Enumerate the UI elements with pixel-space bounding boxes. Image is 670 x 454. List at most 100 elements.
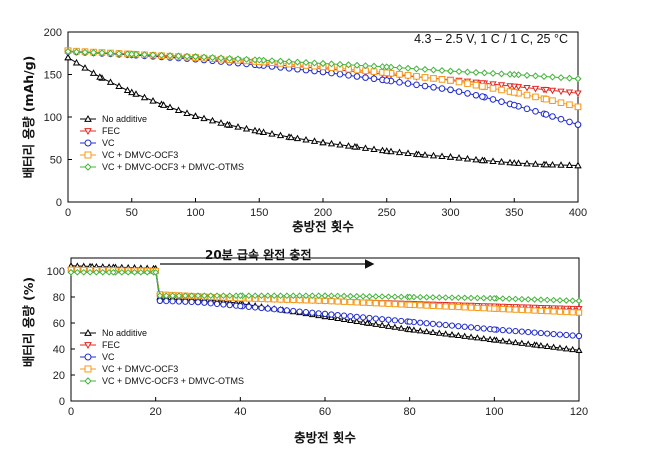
- data-point: [523, 159, 531, 167]
- data-point: [557, 88, 565, 96]
- data-point: [497, 70, 506, 78]
- data-point: [328, 311, 335, 318]
- data-point: [543, 342, 551, 349]
- data-point: [549, 97, 556, 104]
- data-point: [277, 292, 284, 300]
- data-point: [472, 81, 480, 89]
- data-point: [268, 57, 276, 65]
- data-point: [340, 292, 348, 300]
- series-fec: [67, 267, 583, 313]
- data-point: [438, 67, 446, 75]
- data-point: [404, 149, 412, 157]
- data-point: [523, 91, 531, 99]
- data-point: [118, 268, 126, 276]
- data-point: [115, 82, 123, 89]
- data-point: [96, 73, 104, 80]
- data-point: [563, 308, 570, 316]
- data-point: [565, 89, 574, 97]
- data-point: [531, 307, 538, 314]
- legend-label: VC: [102, 352, 115, 362]
- data-point: [194, 299, 202, 306]
- data-point: [347, 292, 354, 300]
- data-point: [217, 54, 225, 62]
- data-point: [438, 152, 446, 160]
- data-point: [208, 116, 217, 124]
- top-x-axis-label: 충방전 횟수: [292, 219, 354, 234]
- data-point: [220, 292, 227, 300]
- data-point: [395, 148, 404, 156]
- data-point: [436, 321, 443, 328]
- data-point: [506, 70, 514, 78]
- data-point: [404, 80, 412, 87]
- data-point: [575, 332, 583, 340]
- data-point: [474, 304, 481, 312]
- data-point: [251, 292, 259, 300]
- data-point: [498, 86, 505, 94]
- data-point: [353, 317, 361, 324]
- data-point: [549, 113, 556, 120]
- data-point: [237, 292, 244, 300]
- data-point: [557, 115, 565, 123]
- data-point: [497, 158, 506, 165]
- data-point: [467, 333, 475, 340]
- data-point: [363, 319, 371, 326]
- data-point: [523, 85, 531, 92]
- data-point: [334, 314, 342, 322]
- legend-marker: [84, 114, 92, 122]
- data-point: [430, 84, 437, 91]
- data-point: [264, 292, 272, 300]
- data-point: [149, 51, 157, 59]
- data-point: [383, 147, 391, 154]
- data-point: [302, 59, 310, 67]
- legend-label: VC + DMVC-OCF3: [102, 364, 178, 374]
- data-point: [213, 292, 221, 300]
- data-point: [162, 292, 170, 300]
- data-point: [391, 317, 398, 324]
- data-point: [152, 268, 159, 276]
- data-point: [383, 63, 391, 71]
- data-point: [461, 332, 469, 339]
- data-point: [497, 82, 506, 89]
- data-point: [276, 57, 285, 65]
- top-legend: No additive FEC VC VC + DMVC-OCF3 VC + DMVC-…: [80, 114, 244, 172]
- data-point: [542, 111, 550, 118]
- data-point: [472, 68, 480, 76]
- x-tick-label: 80: [404, 406, 416, 418]
- data-point: [463, 68, 472, 76]
- data-point: [514, 159, 523, 166]
- data-point: [548, 87, 557, 95]
- data-point: [378, 146, 387, 154]
- data-point: [328, 69, 335, 77]
- y-tick-label: 0: [56, 197, 62, 209]
- data-point: [359, 318, 367, 325]
- data-point: [106, 49, 115, 57]
- data-point: [340, 298, 348, 305]
- data-point: [499, 305, 506, 313]
- y-tick-label: 100: [44, 112, 62, 124]
- data-point: [574, 161, 582, 169]
- data-point: [550, 343, 558, 350]
- data-point: [353, 313, 360, 320]
- data-point: [245, 303, 252, 310]
- data-point: [406, 318, 413, 325]
- data-point: [510, 89, 518, 96]
- data-point: [455, 303, 462, 311]
- data-point: [463, 154, 472, 162]
- data-point: [524, 296, 532, 303]
- x-tick-label: 60: [319, 406, 331, 418]
- data-point: [277, 306, 284, 313]
- data-point: [569, 297, 576, 305]
- data-point: [385, 316, 392, 323]
- data-point: [372, 315, 379, 322]
- data-point: [159, 101, 168, 108]
- data-point: [574, 103, 582, 111]
- x-tick-label: 0: [65, 207, 71, 219]
- data-point: [370, 62, 378, 70]
- data-point: [518, 339, 526, 346]
- x-tick-label: 100: [186, 207, 204, 219]
- data-point: [345, 72, 352, 79]
- data-point: [283, 292, 291, 300]
- legend-label: No additive: [102, 114, 147, 124]
- data-point: [252, 304, 259, 311]
- data-point: [556, 331, 564, 338]
